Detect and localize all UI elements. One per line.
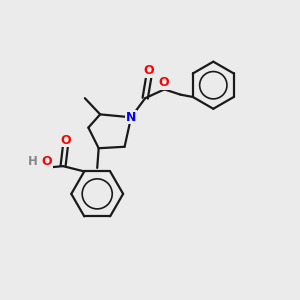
Text: O: O [159, 76, 170, 89]
Text: O: O [143, 64, 154, 77]
Text: O: O [41, 155, 52, 168]
Text: O: O [60, 134, 71, 147]
Text: N: N [126, 111, 136, 124]
Text: H: H [28, 155, 38, 168]
